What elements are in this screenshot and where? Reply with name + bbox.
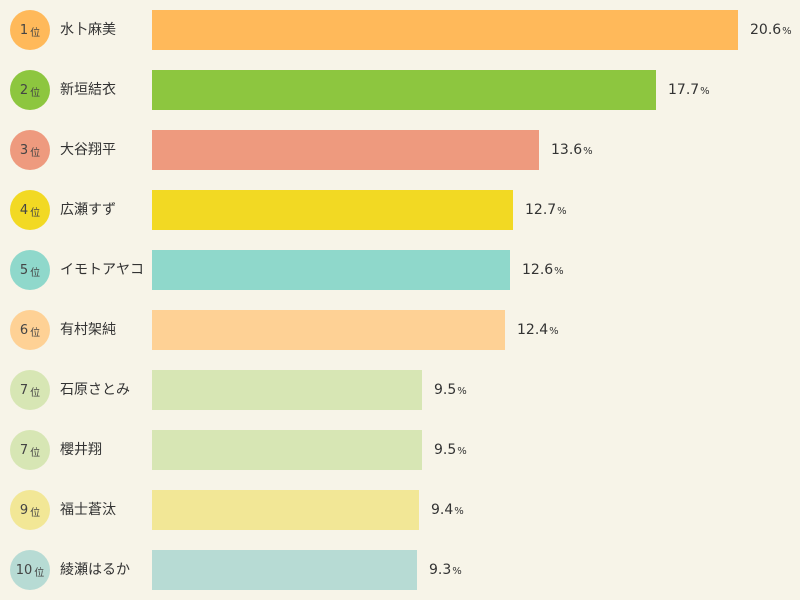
percent-sign: %: [454, 506, 464, 517]
bar: [152, 430, 422, 470]
value-number: 9.5: [434, 442, 457, 458]
bar: [152, 370, 422, 410]
value-label: 9.5%: [434, 370, 467, 410]
percent-sign: %: [457, 386, 467, 397]
rank-suffix: 位: [30, 88, 41, 99]
bar: [152, 70, 656, 110]
person-name: 石原さとみ: [60, 382, 130, 398]
ranking-row: 7 位石原さとみ 9.5%: [0, 370, 800, 410]
person-name: 櫻井翔: [60, 442, 102, 458]
value-number: 12.6: [522, 262, 554, 278]
ranking-row: 10 位綾瀬はるか 9.3%: [0, 550, 800, 590]
value-label: 13.6%: [551, 130, 593, 170]
value-number: 9.4: [431, 502, 454, 518]
rank-number: 6: [19, 322, 29, 338]
value-number: 9.3: [429, 562, 452, 578]
rank-suffix: 位: [30, 328, 41, 339]
rank-number: 3: [19, 142, 29, 158]
bar: [152, 310, 505, 350]
percent-sign: %: [700, 86, 710, 97]
person-name: 水卜麻美: [60, 22, 116, 38]
bar: [152, 490, 419, 530]
person-name: 有村架純: [60, 322, 116, 338]
rank-number: 1: [19, 22, 29, 38]
value-label: 12.4%: [517, 310, 559, 350]
value-number: 13.6: [551, 142, 583, 158]
rank-number: 5: [19, 262, 29, 278]
percent-sign: %: [457, 446, 467, 457]
rank-suffix: 位: [30, 28, 41, 39]
value-label: 12.6%: [522, 250, 564, 290]
percent-sign: %: [549, 326, 559, 337]
value-number: 12.7: [525, 202, 557, 218]
person-name: 綾瀬はるか: [60, 562, 130, 578]
bar: [152, 130, 539, 170]
rank-number: 7: [19, 382, 29, 398]
value-label: 9.4%: [431, 490, 464, 530]
rank-number: 2: [19, 82, 29, 98]
ranking-row: 3 位大谷翔平 13.6%: [0, 130, 800, 170]
bar: [152, 190, 513, 230]
person-name: 広瀬すず: [60, 202, 116, 218]
value-label: 12.7%: [525, 190, 567, 230]
bar: [152, 250, 510, 290]
value-number: 12.4: [517, 322, 549, 338]
ranking-row: 7 位櫻井翔 9.5%: [0, 430, 800, 470]
value-number: 9.5: [434, 382, 457, 398]
percent-sign: %: [554, 266, 564, 277]
rank-suffix: 位: [30, 508, 41, 519]
percent-sign: %: [782, 26, 792, 37]
rank-number: 10: [15, 562, 33, 578]
value-label: 9.3%: [429, 550, 462, 590]
ranking-row: 5 位イモトアヤコ 12.6%: [0, 250, 800, 290]
value-number: 17.7: [668, 82, 700, 98]
rank-suffix: 位: [30, 448, 41, 459]
ranking-row: 9 位福士蒼汰 9.4%: [0, 490, 800, 530]
rank-suffix: 位: [30, 388, 41, 399]
value-label: 9.5%: [434, 430, 467, 470]
rank-suffix: 位: [30, 268, 41, 279]
ranking-row: 6 位有村架純 12.4%: [0, 310, 800, 350]
rank-number: 7: [19, 442, 29, 458]
rank-suffix: 位: [34, 568, 45, 579]
person-name: 大谷翔平: [60, 142, 116, 158]
ranking-row: 1 位水卜麻美 20.6%: [0, 10, 800, 50]
rank-suffix: 位: [30, 148, 41, 159]
rank-badge: 10 位: [10, 550, 50, 590]
ranking-row: 4 位広瀬すず 12.7%: [0, 190, 800, 230]
person-name: 福士蒼汰: [60, 502, 116, 518]
person-name: 新垣結衣: [60, 82, 116, 98]
percent-sign: %: [557, 206, 567, 217]
rank-suffix: 位: [30, 208, 41, 219]
value-label: 17.7%: [668, 70, 710, 110]
value-label: 20.6%: [750, 10, 792, 50]
bar: [152, 10, 738, 50]
percent-sign: %: [583, 146, 593, 157]
bar: [152, 550, 417, 590]
person-name: イモトアヤコ: [60, 262, 144, 278]
rank-number: 9: [19, 502, 29, 518]
ranking-row: 2 位新垣結衣 17.7%: [0, 70, 800, 110]
value-number: 20.6: [750, 22, 782, 38]
rank-number: 4: [19, 202, 29, 218]
percent-sign: %: [452, 566, 462, 577]
